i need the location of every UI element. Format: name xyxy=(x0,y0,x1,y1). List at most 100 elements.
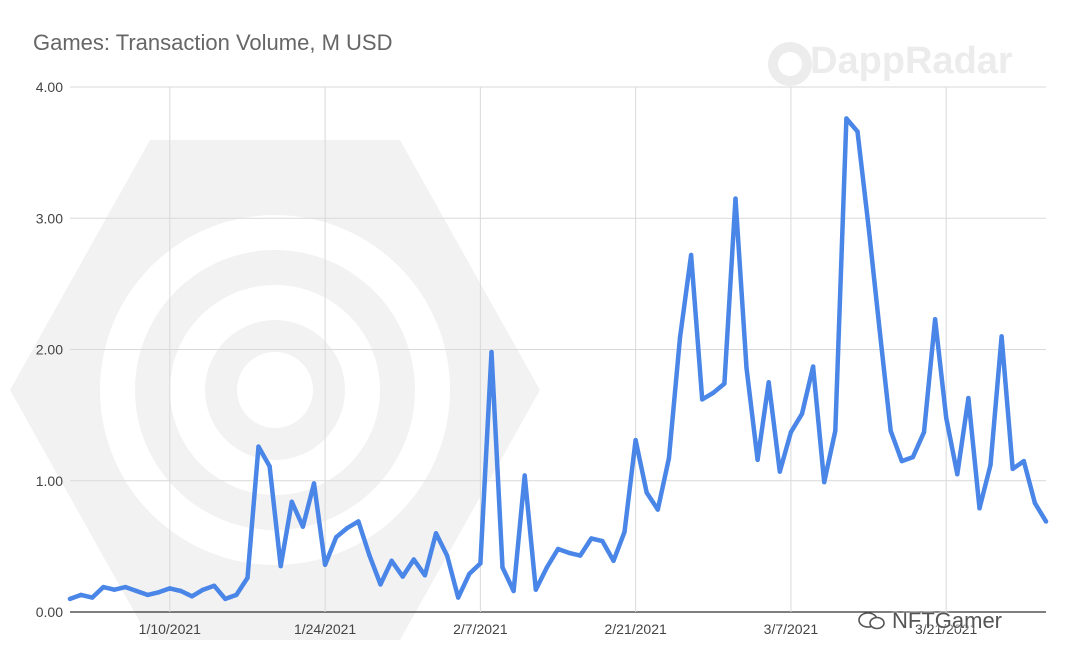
x-tick-label: 2/21/2021 xyxy=(604,621,666,637)
data-point xyxy=(722,381,727,386)
data-point xyxy=(322,562,328,567)
data-point xyxy=(844,116,849,121)
data-point xyxy=(921,430,927,435)
data-point xyxy=(744,365,749,371)
data-point xyxy=(212,583,217,588)
data-point xyxy=(932,317,938,322)
y-tick-label: 4.00 xyxy=(36,79,63,95)
data-point xyxy=(112,587,117,592)
data-point xyxy=(67,596,73,602)
data-point xyxy=(500,565,505,570)
data-point xyxy=(123,584,128,590)
data-point xyxy=(300,524,306,529)
data-point xyxy=(245,575,250,581)
data-point xyxy=(134,588,139,594)
chat-bubble-icon xyxy=(858,612,885,630)
data-point xyxy=(1043,519,1049,524)
data-point xyxy=(156,590,161,595)
data-point xyxy=(733,196,738,201)
data-point xyxy=(855,129,860,134)
data-point xyxy=(810,364,816,369)
y-tick-label: 0.00 xyxy=(36,604,63,620)
data-point xyxy=(234,592,239,598)
data-point xyxy=(145,592,150,598)
data-point xyxy=(256,444,261,449)
data-point xyxy=(622,529,627,535)
data-point xyxy=(988,462,993,468)
data-point xyxy=(278,563,283,569)
data-point xyxy=(589,536,594,541)
data-point xyxy=(311,481,317,486)
data-point xyxy=(799,411,805,416)
data-point xyxy=(966,395,971,401)
data-point xyxy=(1021,458,1026,464)
data-point xyxy=(600,538,605,544)
x-tick-label: 1/24/2021 xyxy=(294,621,356,637)
data-point xyxy=(467,571,472,577)
data-point xyxy=(555,546,561,552)
data-point xyxy=(289,499,294,504)
data-point xyxy=(700,397,705,402)
x-tick-label: 2/7/2021 xyxy=(453,621,508,637)
data-point xyxy=(334,535,339,540)
data-point xyxy=(444,553,450,558)
data-point xyxy=(955,472,960,477)
data-point xyxy=(522,473,527,478)
y-tick-label: 2.00 xyxy=(36,342,63,358)
data-point xyxy=(544,565,550,570)
data-point xyxy=(666,456,672,461)
data-point xyxy=(478,561,483,566)
data-point xyxy=(101,584,106,590)
data-point xyxy=(655,507,660,512)
y-tick-label: 3.00 xyxy=(36,210,63,226)
data-point xyxy=(167,586,172,591)
x-axis: 1/10/2021 1/24/2021 2/7/2021 2/21/2021 3/7/2… xyxy=(139,621,978,637)
data-point xyxy=(533,587,538,592)
data-point xyxy=(511,588,516,594)
y-axis: 0.00 1.00 2.00 3.00 4.00 xyxy=(36,79,63,620)
data-point xyxy=(566,550,572,556)
data-point xyxy=(611,558,616,563)
data-point xyxy=(833,428,838,434)
data-point xyxy=(456,595,461,600)
data-point xyxy=(877,327,882,332)
data-point xyxy=(1032,500,1038,506)
y-tick-label: 1.00 xyxy=(36,473,63,489)
data-point xyxy=(433,531,439,536)
data-point xyxy=(711,390,716,395)
data-point xyxy=(910,454,916,460)
x-tick-label: 1/10/2021 xyxy=(139,621,201,637)
chart-title: Games: Transaction Volume, M USD xyxy=(33,30,393,55)
dappradar-watermark-logo xyxy=(10,42,812,640)
chart-grid xyxy=(70,86,1046,613)
data-point xyxy=(755,457,760,462)
data-point xyxy=(345,525,350,531)
dappradar-watermark-text: DappRadar xyxy=(810,40,1013,82)
nftgamer-watermark: NFTGamer xyxy=(858,608,1002,634)
nftgamer-watermark-label: NFTGamer xyxy=(892,608,1002,633)
data-point xyxy=(389,558,394,563)
data-point xyxy=(356,519,361,524)
data-point xyxy=(688,252,694,258)
data-point xyxy=(200,587,206,592)
data-point xyxy=(400,574,405,579)
data-point xyxy=(178,588,184,594)
data-point xyxy=(999,334,1004,339)
data-point xyxy=(777,469,782,474)
data-point xyxy=(977,506,982,511)
data-point xyxy=(866,223,871,229)
data-point xyxy=(378,582,383,587)
data-point xyxy=(422,573,428,578)
data-point xyxy=(766,380,771,385)
data-point xyxy=(633,437,638,443)
x-tick-label: 3/21/2021 xyxy=(915,621,977,637)
data-point xyxy=(788,430,794,435)
data-point xyxy=(78,592,84,598)
data-point xyxy=(822,479,827,485)
series-group xyxy=(67,116,1049,602)
data-point xyxy=(367,553,372,558)
data-point xyxy=(489,349,494,355)
data-point xyxy=(899,458,904,464)
data-point xyxy=(189,594,195,599)
